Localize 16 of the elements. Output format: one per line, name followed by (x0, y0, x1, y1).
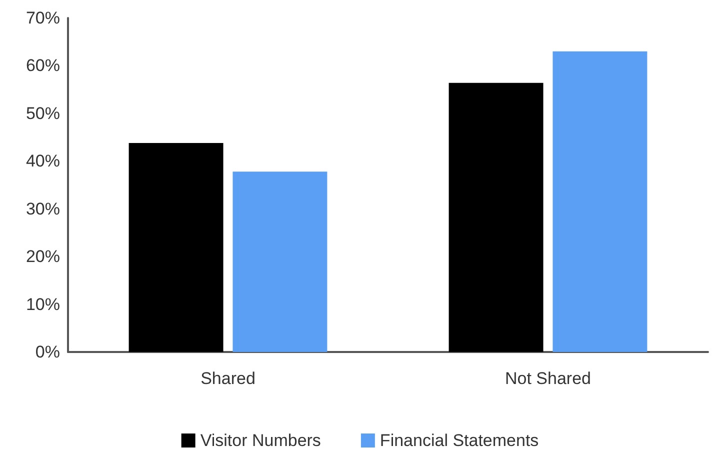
bar (232, 172, 328, 352)
y-tick-label: 30% (26, 199, 60, 218)
y-tick-label: 60% (26, 56, 60, 76)
bar (552, 51, 648, 352)
y-tick-label: 70% (26, 8, 60, 28)
x-tick-label: Not Shared (505, 369, 591, 388)
y-tick-label: 0% (35, 342, 60, 362)
y-tick-label: 20% (26, 247, 60, 266)
y-tick-label: 40% (26, 152, 60, 171)
y-tick-label: 10% (26, 294, 60, 314)
bar (448, 82, 544, 352)
y-tick-label: 50% (26, 104, 60, 123)
x-tick-label: Shared (200, 369, 256, 388)
bar (128, 143, 224, 352)
legend-label: Visitor Numbers (200, 431, 321, 450)
legend-label: Financial Statements (380, 431, 539, 450)
